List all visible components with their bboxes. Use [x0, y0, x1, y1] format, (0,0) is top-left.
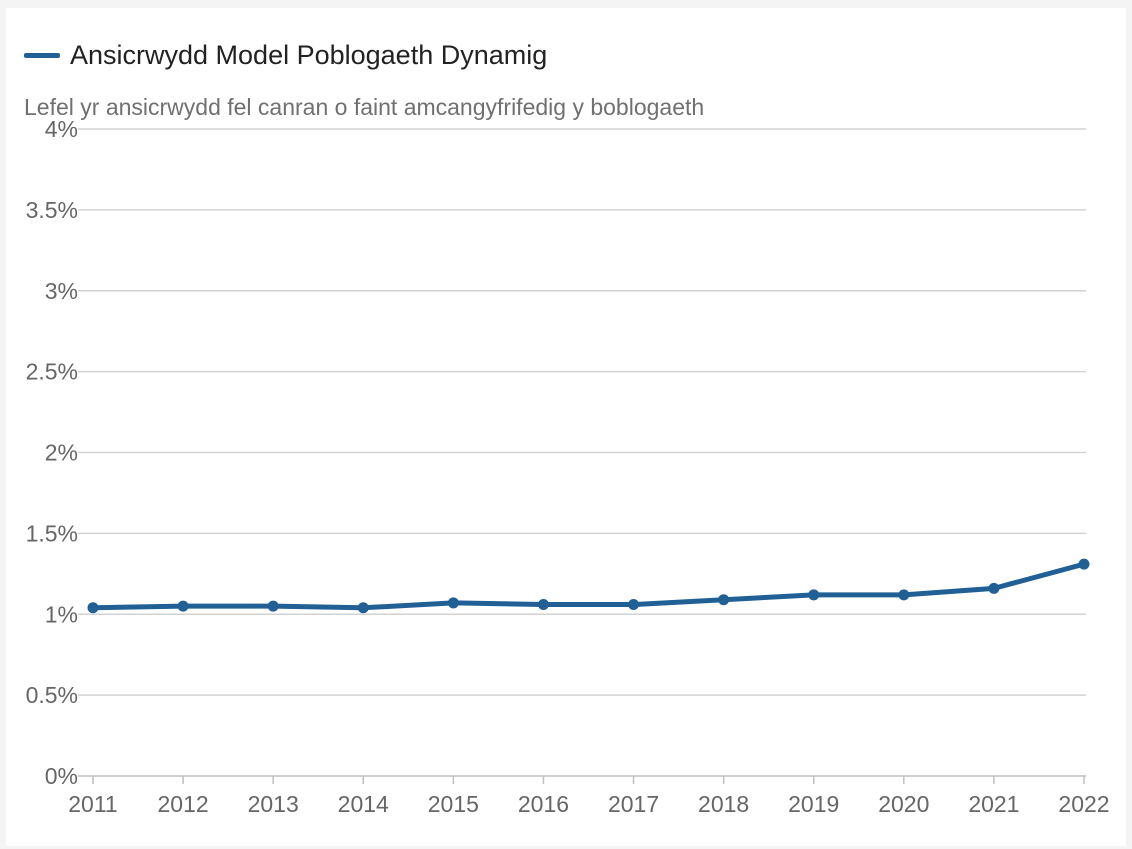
data-point: [628, 599, 640, 611]
data-point: [447, 597, 459, 609]
y-tick-label: 4%: [45, 116, 78, 142]
legend-label: Ansicrwydd Model Poblogaeth Dynamig: [70, 40, 548, 70]
x-tick-label: 2013: [248, 791, 299, 817]
y-tick-label: 2%: [45, 440, 78, 466]
data-point: [267, 600, 279, 612]
data-point: [177, 600, 189, 612]
chart-subtitle: Lefel yr ansicrwydd fel canran o faint a…: [24, 94, 705, 120]
legend-swatch: [24, 53, 60, 58]
data-point: [1078, 558, 1090, 570]
y-tick-label: 0.5%: [26, 682, 78, 708]
legend: Ansicrwydd Model Poblogaeth Dynamig: [24, 40, 547, 71]
x-tick-label: 2018: [698, 791, 749, 817]
x-tick-label: 2020: [878, 791, 929, 817]
series-line: [90, 561, 1087, 611]
data-point: [537, 599, 549, 611]
y-tick-label: 3%: [45, 278, 78, 304]
x-tick-label: 2011: [68, 791, 117, 817]
data-point: [718, 594, 730, 606]
y-tick-label: 2.5%: [26, 359, 78, 385]
y-tick-label: 0%: [45, 763, 78, 789]
x-tick-label: 2019: [788, 791, 839, 817]
chart-plot: 0% 0.5% 1% 1.5% 2% 2.5% 3% 3.5% 4% 2011 2012 2013 20…: [26, 116, 1110, 817]
x-tick-label: 2021: [968, 791, 1019, 817]
data-point: [357, 602, 369, 614]
y-tick-label: 1.5%: [26, 520, 78, 546]
x-tick-label: 2017: [608, 791, 659, 817]
x-tick-label: 2016: [518, 791, 569, 817]
y-tick-label: 1%: [45, 601, 78, 627]
x-tick-label: 2022: [1058, 791, 1109, 817]
chart-card: Ansicrwydd Model Poblogaeth Dynamig Lefe…: [6, 8, 1126, 846]
x-tick-label: 2012: [158, 791, 209, 817]
data-point: [87, 602, 99, 614]
data-point: [988, 582, 1000, 594]
data-point: [808, 589, 820, 601]
x-tick-label: 2014: [338, 791, 389, 817]
x-tick-label: 2015: [428, 791, 479, 817]
data-point: [898, 589, 910, 601]
y-tick-label: 3.5%: [26, 197, 78, 223]
